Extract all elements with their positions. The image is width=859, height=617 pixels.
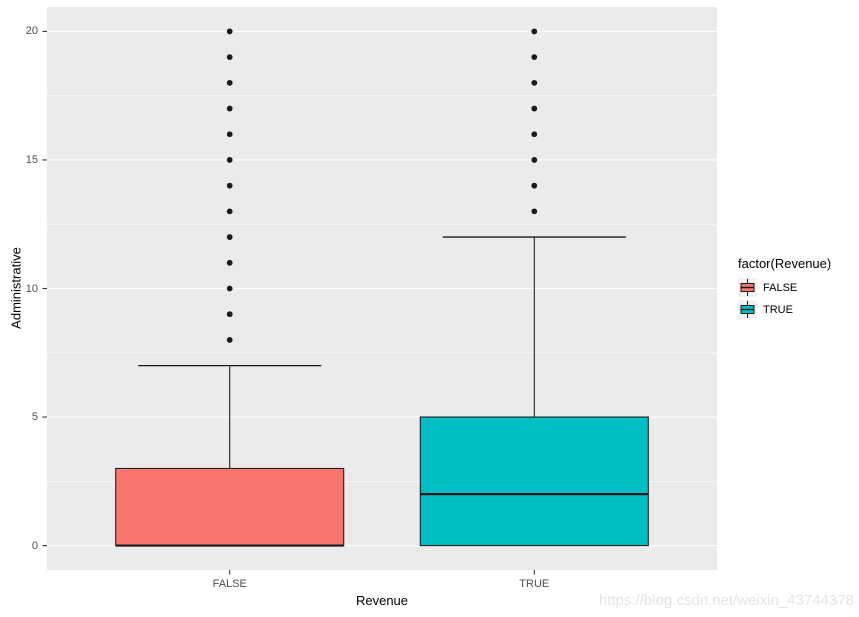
- outlier-point-true: [531, 157, 538, 163]
- box-false: [115, 467, 345, 547]
- watermark: https://blog.csdn.net/weixin_43744378: [598, 592, 854, 609]
- y-tick-label: 5: [31, 411, 38, 424]
- outlier-point-true: [531, 208, 538, 215]
- legend-entry: FALSE: [738, 278, 831, 297]
- outlier-point-true: [531, 28, 538, 35]
- outlier-point-false: [226, 79, 233, 86]
- y-tick-label: 0: [31, 539, 38, 552]
- outlier-point-false: [226, 259, 233, 266]
- x-tick-label: FALSE: [212, 578, 247, 590]
- outlier-point-false: [226, 105, 233, 112]
- legend-key-boxplot-icon: [738, 278, 757, 297]
- outlier-point-false: [226, 54, 233, 61]
- y-tick-label: 10: [25, 282, 38, 295]
- outlier-point-false: [226, 157, 233, 163]
- legend-entry: TRUE: [738, 300, 831, 319]
- outlier-point-true: [531, 131, 538, 138]
- x-tick-label: TRUE: [519, 578, 550, 590]
- y-tick-label: 15: [25, 153, 38, 166]
- legend-entries: FALSE TRUE: [738, 278, 831, 319]
- outlier-point-false: [226, 182, 233, 189]
- y-tick-label: 20: [25, 25, 38, 38]
- outlier-point-false: [226, 337, 233, 343]
- legend-entry-label: FALSE: [763, 281, 798, 294]
- outlier-point-false: [226, 208, 233, 215]
- outlier-point-false: [226, 28, 233, 35]
- outlier-point-true: [531, 105, 538, 112]
- outlier-point-true: [531, 182, 538, 189]
- outlier-point-false: [226, 234, 233, 240]
- legend-title: factor(Revenue): [738, 256, 832, 271]
- box-true: [419, 416, 649, 547]
- outlier-point-false: [226, 311, 233, 318]
- legend: factor(Revenue) FALSE TRUE: [738, 256, 831, 322]
- legend-key-boxplot-icon: [738, 300, 757, 319]
- outlier-point-true: [531, 79, 538, 86]
- legend-entry-label: TRUE: [763, 303, 793, 316]
- x-axis-title: Revenue: [355, 593, 409, 608]
- outlier-point-false: [226, 285, 233, 292]
- outlier-point-true: [531, 54, 538, 61]
- outlier-point-false: [226, 131, 233, 138]
